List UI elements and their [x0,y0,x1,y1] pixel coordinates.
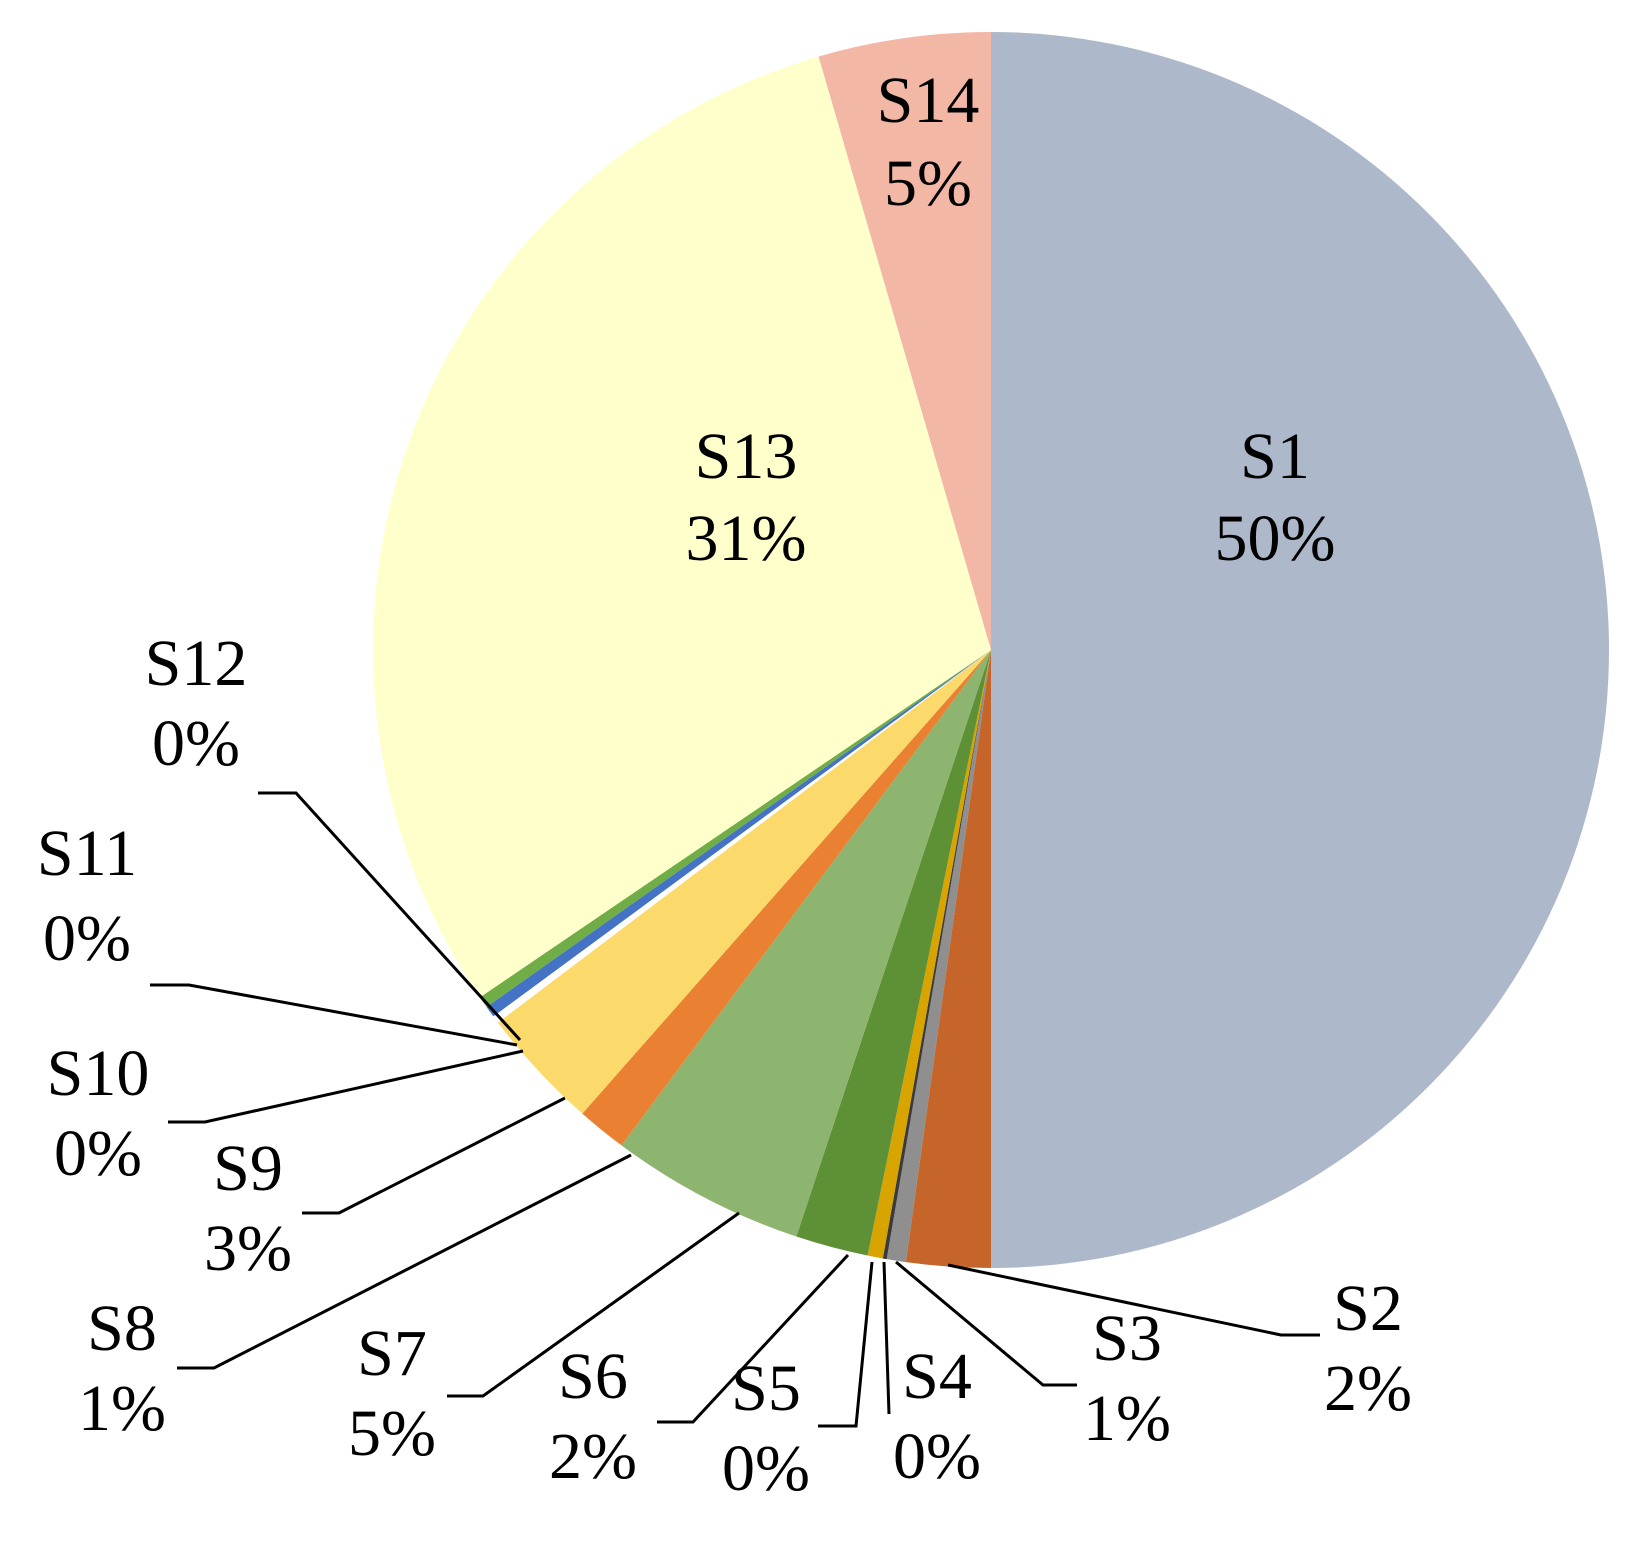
slice-label-s2: S2 [1333,1272,1403,1345]
slice-percent-s10: 0% [54,1117,142,1190]
slice-label-s14: S14 [877,64,980,137]
slice-label-s1: S1 [1240,420,1310,493]
pie-slice-s1 [991,32,1609,1268]
leader-line-s11 [150,983,518,1047]
slice-label-s9: S9 [213,1132,283,1205]
pie-slice-s4 [882,650,991,1260]
slice-label-s6: S6 [558,1340,628,1413]
leader-line-s12 [258,791,522,1042]
slice-percent-s5: 0% [722,1432,810,1505]
pie-slice-s12 [479,650,991,1007]
pie-slice-s14 [818,32,991,650]
pie-slice-s3 [886,650,991,1263]
pie-slices [372,32,1609,1268]
slice-label-s3: S3 [1092,1302,1162,1375]
pie-slice-s11 [486,650,991,1017]
slice-percent-s1: 50% [1215,502,1336,575]
slice-label-s12: S12 [145,627,248,700]
pie-slice-s7 [621,650,991,1237]
leader-line-s10 [168,1049,524,1124]
leader-lines [150,791,1320,1428]
pie-slice-s9 [497,650,991,1114]
slice-label-s4: S4 [902,1340,972,1413]
slice-label-s8: S8 [87,1292,157,1365]
pie-slice-s13 [372,56,991,998]
slice-percent-s6: 2% [549,1420,637,1493]
slice-percent-s4: 0% [893,1420,981,1493]
slice-percent-s9: 3% [204,1212,292,1285]
leader-line-s4 [882,1261,891,1415]
slice-label-s11: S11 [37,817,137,890]
slice-label-s10: S10 [47,1037,150,1110]
slice-percent-s7: 5% [348,1397,436,1470]
pie-slice-s6 [796,650,991,1256]
slice-percent-s13: 31% [686,502,807,575]
slice-label-s7: S7 [357,1317,427,1390]
pie-slice-s10 [493,650,991,1023]
leader-line-s3 [895,1260,1077,1387]
slice-labels: S150%S22%S31%S40%S50%S62%S75%S81%S93%S10… [37,64,1412,1505]
pie-slice-s8 [582,650,991,1146]
leader-line-s8 [177,1153,632,1370]
leader-line-s5 [818,1261,874,1428]
slice-percent-s11: 0% [43,902,131,975]
slice-percent-s2: 2% [1324,1352,1412,1425]
slice-percent-s12: 0% [152,707,240,780]
pie-slice-s5 [867,650,991,1259]
pie-slice-s2 [905,650,991,1268]
slice-label-s13: S13 [695,420,798,493]
slice-percent-s8: 1% [78,1372,166,1445]
leader-line-s9 [302,1096,566,1215]
leader-line-s6 [657,1253,850,1424]
slice-percent-s14: 5% [884,147,972,220]
leader-line-s2 [947,1263,1320,1337]
slice-percent-s3: 1% [1083,1382,1171,1455]
leader-line-s7 [447,1211,740,1398]
slice-label-s5: S5 [731,1352,801,1425]
